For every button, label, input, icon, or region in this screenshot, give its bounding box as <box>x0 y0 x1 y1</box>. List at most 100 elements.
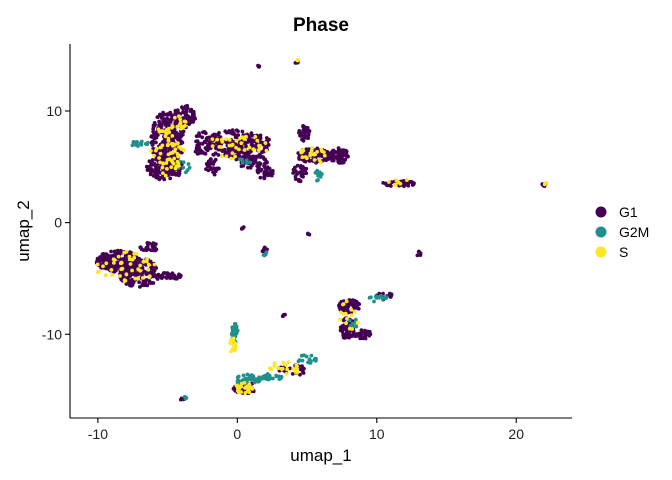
point-g2m <box>139 139 144 144</box>
point-s <box>210 144 215 149</box>
point-s <box>119 260 124 265</box>
point-g2m <box>274 373 279 378</box>
point-s <box>166 139 171 143</box>
point-s <box>158 151 163 156</box>
point-g1 <box>194 134 199 139</box>
point-s <box>146 262 151 267</box>
point-g1 <box>243 141 248 146</box>
point-g1 <box>336 148 341 153</box>
point-g1 <box>139 247 144 252</box>
point-g1 <box>201 130 205 135</box>
point-g2m <box>316 178 320 182</box>
point-s <box>355 320 360 325</box>
point-g1 <box>119 250 123 255</box>
y-tick-label: -10 <box>42 326 62 342</box>
point-s <box>312 158 317 162</box>
point-g1 <box>178 273 183 278</box>
point-g1 <box>160 113 165 118</box>
point-s <box>165 167 169 171</box>
point-s <box>264 148 269 153</box>
point-g1 <box>162 118 167 123</box>
point-g1 <box>302 366 306 371</box>
point-s <box>145 257 150 261</box>
point-s <box>268 366 272 371</box>
point-s <box>112 261 116 265</box>
point-g1 <box>163 148 168 153</box>
point-g1 <box>124 282 129 286</box>
point-g1 <box>156 174 160 179</box>
point-s <box>178 122 183 126</box>
point-g1 <box>418 253 423 257</box>
point-s <box>147 274 152 279</box>
point-g1 <box>203 131 208 136</box>
point-g1 <box>180 132 185 137</box>
point-s <box>347 326 352 331</box>
point-s <box>157 129 162 134</box>
point-s <box>239 141 244 146</box>
point-g1 <box>368 332 373 337</box>
point-g1 <box>303 166 308 171</box>
point-s <box>169 165 174 170</box>
point-g1 <box>336 146 341 151</box>
point-g1 <box>387 291 392 296</box>
point-g1 <box>151 281 156 285</box>
point-s <box>230 151 235 156</box>
point-g1 <box>347 335 352 340</box>
point-s <box>286 360 291 364</box>
series-g1 <box>94 60 548 402</box>
point-g1 <box>130 283 135 287</box>
point-s <box>244 134 248 139</box>
point-s <box>387 180 391 184</box>
point-g1 <box>169 172 174 176</box>
point-g1 <box>341 307 345 312</box>
point-g1 <box>246 165 250 170</box>
point-g1 <box>262 245 267 250</box>
point-g1 <box>151 130 156 135</box>
point-g2m <box>380 297 385 301</box>
point-s <box>210 137 215 142</box>
point-g1 <box>323 157 327 162</box>
point-s <box>175 164 180 169</box>
point-g1 <box>386 183 390 188</box>
point-g1 <box>297 157 302 161</box>
point-g1 <box>240 226 245 231</box>
series-s <box>95 58 549 395</box>
point-g1 <box>153 167 158 171</box>
point-g1 <box>102 254 107 259</box>
point-g1 <box>211 166 216 171</box>
point-g1 <box>107 255 112 260</box>
point-g1 <box>153 242 158 247</box>
point-g1 <box>302 126 307 131</box>
point-g1 <box>297 179 301 184</box>
point-s <box>341 312 346 316</box>
legend: G1 G2M S <box>595 204 649 260</box>
point-g2m <box>378 294 383 298</box>
point-s <box>242 148 247 152</box>
point-s <box>322 153 327 158</box>
point-g1 <box>359 328 364 333</box>
point-s <box>109 268 114 272</box>
points-layer <box>94 58 549 402</box>
point-g1 <box>212 172 217 177</box>
point-g1 <box>294 169 298 174</box>
point-g1 <box>160 148 165 153</box>
y-tick-label: 0 <box>54 215 62 231</box>
point-s <box>229 156 234 161</box>
point-g1 <box>193 149 198 154</box>
point-s <box>176 141 180 146</box>
point-s <box>152 153 156 158</box>
point-s <box>217 145 222 149</box>
point-g1 <box>108 263 112 268</box>
point-g2m <box>241 373 246 378</box>
point-s <box>233 154 238 159</box>
point-g1 <box>127 269 132 274</box>
point-g1 <box>388 295 393 299</box>
point-s <box>317 158 322 163</box>
point-g2m <box>184 396 189 400</box>
point-s <box>293 369 298 374</box>
point-g1 <box>174 276 179 281</box>
point-s <box>116 254 121 259</box>
x-axis-ticks: -10 0 10 20 <box>88 418 524 442</box>
point-s <box>172 156 177 161</box>
point-s <box>301 148 306 153</box>
